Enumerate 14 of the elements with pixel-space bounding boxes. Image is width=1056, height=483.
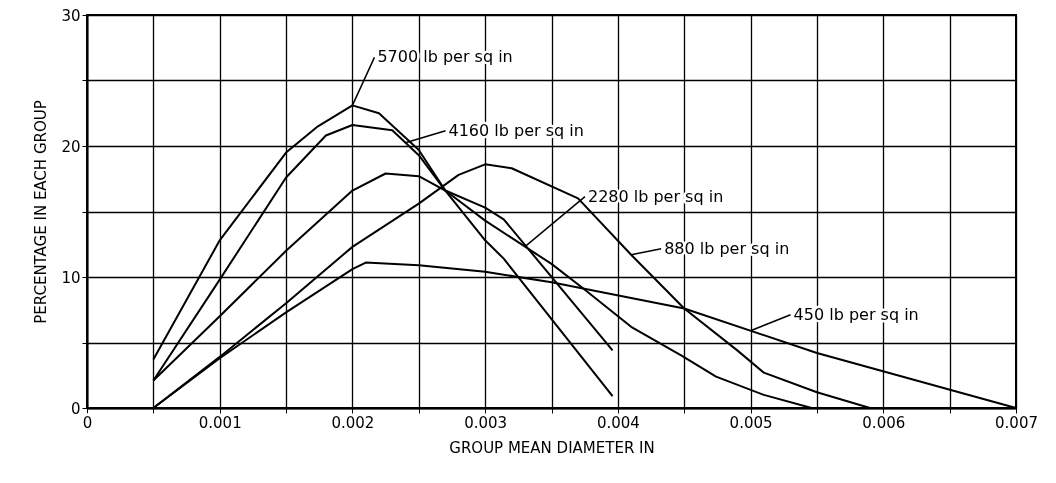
x-tick-label: 0.003 (464, 413, 508, 432)
y-tick-label: 30 (61, 6, 81, 25)
y-tick-label: 10 (61, 268, 81, 287)
x-tick-label: 0.007 (995, 413, 1038, 432)
x-tick-label: 0.001 (198, 413, 242, 432)
x-tick-label: 0.002 (331, 413, 375, 432)
y-tick-label: 20 (61, 137, 81, 156)
x-axis-title: GROUP MEAN DIAMETER IN (449, 438, 655, 457)
x-tick-label: 0.004 (596, 413, 640, 432)
x-tick-label: 0.005 (729, 413, 773, 432)
y-tick-label: 0 (70, 399, 81, 418)
y-axis-title: PERCENTAGE IN EACH GROUP (32, 100, 51, 324)
x-tick-label: 0.006 (862, 413, 906, 432)
x-tick-label: 0 (82, 413, 93, 432)
